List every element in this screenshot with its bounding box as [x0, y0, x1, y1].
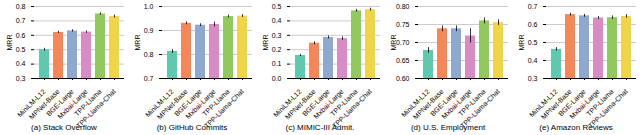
svg-text:Mxbai-Large: Mxbai-Large — [312, 87, 345, 121]
svg-text:MRR: MRR — [134, 35, 141, 51]
svg-text:TPP-Llama-Chat: TPP-Llama-Chat — [203, 87, 245, 130]
svg-text:Mxbai-Large: Mxbai-Large — [568, 87, 601, 121]
html-text:(e) Amazon Reviews: (e) Amazon Reviews — [539, 123, 613, 132]
svg-text:TPP-Llama-Chat: TPP-Llama-Chat — [75, 87, 117, 130]
svg-text:0.7: 0.7 — [528, 3, 538, 10]
html-text:(a) Stack Overflow: (a) Stack Overflow — [31, 123, 97, 132]
svg-text:0.65: 0.65 — [396, 57, 410, 64]
svg-text:0.7: 0.7 — [16, 17, 26, 24]
svg-text:0.6: 0.6 — [528, 21, 538, 28]
svg-text:BGE-Large: BGE-Large — [557, 87, 587, 118]
svg-text:0.70: 0.70 — [396, 39, 410, 46]
svg-text:MPNet-Base: MPNet-Base — [27, 87, 61, 121]
svg-text:MPNet-Base: MPNet-Base — [539, 87, 573, 121]
svg-text:TPP-Llama: TPP-Llama — [201, 87, 231, 118]
svg-text:1.0: 1.0 — [144, 3, 154, 10]
svg-text:BGE-Large: BGE-Large — [429, 87, 459, 118]
svg-text:MiniLM-L12: MiniLM-L12 — [16, 87, 47, 119]
svg-text:BGE-Large: BGE-Large — [173, 87, 203, 118]
svg-text:0.4: 0.4 — [16, 60, 26, 67]
svg-text:0.3: 0.3 — [528, 75, 538, 82]
svg-text:0.1: 0.1 — [272, 60, 282, 67]
svg-text:TPP-Llama-Chat: TPP-Llama-Chat — [331, 87, 373, 130]
svg-text:MPNet-Base: MPNet-Base — [155, 87, 189, 121]
svg-text:MRR: MRR — [518, 35, 525, 51]
svg-text:0.4: 0.4 — [528, 57, 538, 64]
svg-text:0.5: 0.5 — [528, 39, 538, 46]
svg-text:Mxbai-Large: Mxbai-Large — [184, 87, 217, 121]
svg-text:0.3: 0.3 — [16, 75, 26, 82]
svg-text:Mxbai-Large: Mxbai-Large — [440, 87, 473, 121]
svg-text:0.5: 0.5 — [16, 46, 26, 53]
svg-text:MiniLM-L12: MiniLM-L12 — [272, 87, 303, 119]
svg-text:MPNet-Base: MPNet-Base — [283, 87, 317, 121]
html-text:(c) MIMIC-III Admit.: (c) MIMIC-III Admit. — [285, 123, 355, 132]
svg-text:MiniLM-L12: MiniLM-L12 — [528, 87, 559, 119]
svg-text:0.7: 0.7 — [144, 75, 154, 82]
svg-text:MPNet-Base: MPNet-Base — [411, 87, 445, 121]
svg-text:0.5: 0.5 — [272, 3, 282, 10]
svg-text:0.3: 0.3 — [272, 32, 282, 39]
svg-text:0.2: 0.2 — [272, 46, 282, 53]
svg-text:0.9: 0.9 — [144, 27, 154, 34]
svg-text:MiniLM-L12: MiniLM-L12 — [144, 87, 175, 119]
svg-text:0.8: 0.8 — [16, 3, 26, 10]
svg-text:MRR: MRR — [6, 35, 13, 51]
svg-text:0.60: 0.60 — [396, 75, 410, 82]
svg-text:MRR: MRR — [262, 35, 269, 51]
svg-text:0.6: 0.6 — [16, 32, 26, 39]
svg-text:0.0: 0.0 — [272, 75, 282, 82]
html-text:(b) GitHub Commits: (b) GitHub Commits — [156, 123, 228, 132]
svg-text:Mxbai-Large: Mxbai-Large — [56, 87, 89, 121]
svg-text:0.4: 0.4 — [272, 17, 282, 24]
svg-text:TPP-Llama: TPP-Llama — [73, 87, 103, 118]
svg-text:MRR: MRR — [390, 35, 397, 51]
svg-text:0.80: 0.80 — [396, 3, 410, 10]
svg-text:MiniLM-L12: MiniLM-L12 — [400, 87, 431, 119]
svg-text:TPP-Llama: TPP-Llama — [329, 87, 359, 118]
svg-text:TPP-Llama: TPP-Llama — [585, 87, 615, 118]
svg-text:BGE-Large: BGE-Large — [45, 87, 75, 118]
svg-text:0.75: 0.75 — [396, 21, 410, 28]
html-text:(d) U.S. Employment: (d) U.S. Employment — [410, 123, 486, 132]
svg-text:BGE-Large: BGE-Large — [301, 87, 331, 118]
svg-text:0.8: 0.8 — [144, 51, 154, 58]
svg-text:TPP-Llama: TPP-Llama — [457, 87, 487, 118]
svg-text:TPP-Llama-Chat: TPP-Llama-Chat — [587, 87, 629, 130]
svg-text:TPP-Llama-Chat: TPP-Llama-Chat — [459, 87, 501, 130]
